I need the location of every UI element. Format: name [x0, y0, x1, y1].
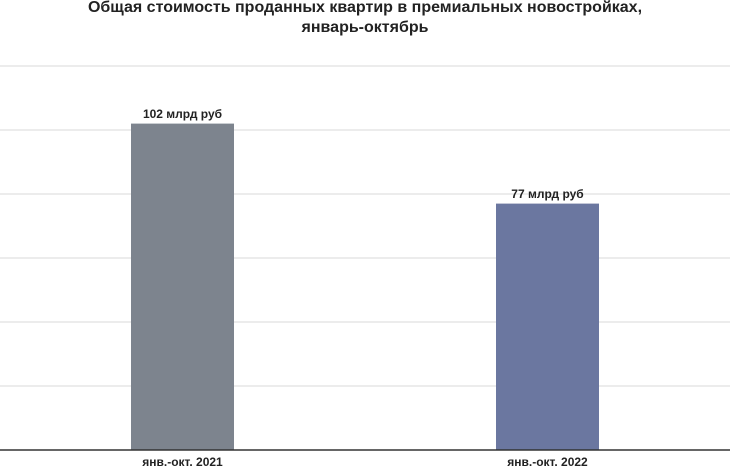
x-tick-label: янв.-окт. 2022	[507, 455, 588, 467]
value-label: 77 млрд руб	[511, 187, 583, 201]
chart-title: Общая стоимость проданных квартир в прем…	[88, 0, 642, 16]
chart-title: январь-октябрь	[301, 19, 429, 36]
bar	[496, 203, 599, 450]
x-tick-label: янв.-окт. 2021	[142, 455, 223, 467]
bar	[131, 123, 234, 450]
value-label: 102 млрд руб	[143, 107, 222, 121]
